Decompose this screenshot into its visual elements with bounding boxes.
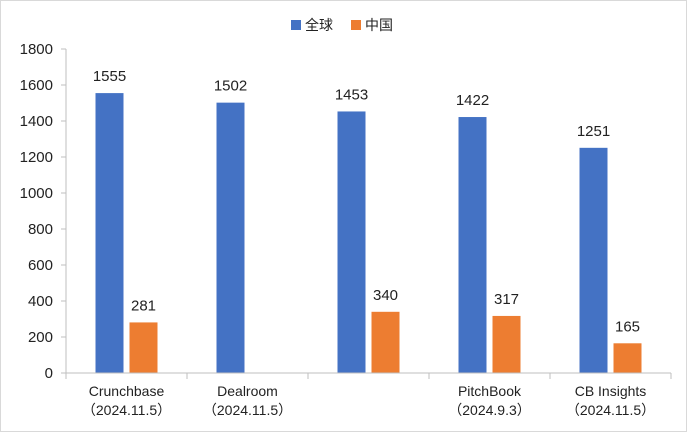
y-tick-label: 800	[28, 221, 53, 238]
legend-swatch-0	[291, 20, 301, 30]
data-label: 1555	[93, 68, 126, 85]
y-tick-label: 1000	[20, 185, 53, 202]
data-label: 165	[615, 318, 640, 335]
y-axis: 0 200 400 600 800 1000 1200 1400 1600 1800	[20, 41, 67, 382]
data-label: 317	[494, 291, 519, 308]
y-tick-label: 1600	[20, 77, 53, 94]
bar-全球-4	[579, 147, 608, 373]
x-category-label: CB Insights	[575, 383, 647, 399]
bars	[95, 93, 642, 374]
legend: 全球 中国	[291, 17, 393, 34]
y-tick-label: 0	[45, 365, 53, 382]
data-labels: 1555 281 1502 1453 340 1422 317 1251 165	[93, 68, 640, 335]
data-label: 1453	[335, 86, 368, 103]
y-tick-label: 400	[28, 293, 53, 310]
x-category-label: （2024.11.5）	[566, 402, 655, 418]
data-label: 340	[373, 287, 398, 304]
y-tick-label: 1200	[20, 149, 53, 166]
y-tick-label: 1800	[20, 41, 53, 58]
legend-label-1: 中国	[365, 18, 393, 34]
data-label: 1251	[577, 123, 610, 140]
bar-全球-3	[458, 117, 487, 373]
y-tick-label: 1400	[20, 113, 53, 130]
x-category-label: PitchBook	[458, 383, 522, 399]
bar-全球-0	[95, 93, 124, 373]
y-tick-label: 200	[28, 329, 53, 346]
x-axis: Crunchbase （2024.11.5） Dealroom （2024.11.5）…	[65, 372, 672, 418]
bar-中国-2	[371, 311, 400, 373]
x-category-label: Crunchbase	[89, 383, 165, 399]
bar-全球-1	[216, 102, 245, 373]
x-category-label: （2024.9.3）	[448, 402, 531, 418]
x-category-label: （2024.11.5）	[203, 402, 292, 418]
x-category-label: Dealroom	[217, 383, 278, 399]
data-label: 1422	[456, 92, 489, 109]
x-category-label: （2024.11.5）	[82, 402, 171, 418]
y-tick-label: 600	[28, 257, 53, 274]
bar-中国-3	[492, 315, 521, 373]
bar-全球-2	[337, 111, 366, 374]
data-label: 1502	[214, 78, 247, 95]
legend-swatch-1	[351, 20, 361, 30]
bar-中国-4	[613, 343, 642, 373]
bar-中国-0	[129, 322, 158, 373]
data-label: 281	[131, 297, 156, 314]
legend-label-0: 全球	[305, 17, 333, 34]
